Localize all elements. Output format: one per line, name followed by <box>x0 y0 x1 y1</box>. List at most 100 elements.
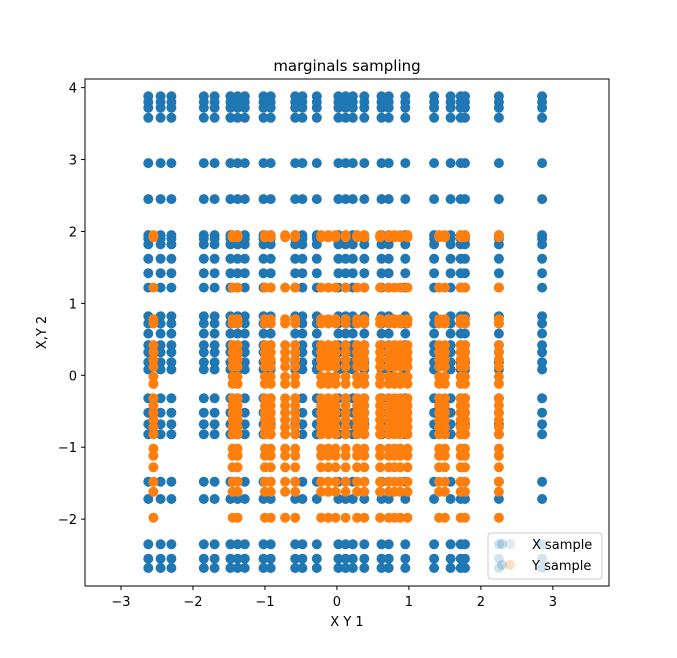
scatter-point-x-sample <box>209 328 220 339</box>
scatter-point-x-sample <box>290 158 301 169</box>
scatter-point-y-sample <box>402 371 413 382</box>
scatter-point-y-sample <box>148 347 159 358</box>
scatter-point-y-sample <box>352 371 363 382</box>
scatter-point-x-sample <box>290 112 301 123</box>
scatter-point-y-sample <box>265 378 276 389</box>
scatter-point-y-sample <box>402 318 413 329</box>
scatter-point-x-sample <box>460 268 470 279</box>
y-tick-label: −1 <box>58 441 77 456</box>
scatter-point-x-sample <box>198 476 209 487</box>
scatter-point-x-sample <box>311 158 322 169</box>
scatter-point-x-sample <box>333 268 344 279</box>
scatter-point-x-sample <box>347 253 358 264</box>
scatter-point-y-sample <box>316 282 327 293</box>
scatter-point-x-sample <box>493 239 504 250</box>
scatter-point-y-sample <box>395 450 406 461</box>
scatter-point-y-sample <box>323 512 334 523</box>
scatter-point-x-sample <box>537 311 548 322</box>
scatter-point-y-sample <box>290 371 301 382</box>
scatter-point-y-sample <box>232 462 243 473</box>
scatter-point-y-sample <box>280 400 291 411</box>
scatter-point-y-sample <box>402 340 413 351</box>
scatter-point-x-sample <box>347 158 358 169</box>
scatter-point-y-sample <box>352 429 363 440</box>
scatter-point-y-sample <box>395 393 406 404</box>
scatter-point-y-sample <box>316 462 327 473</box>
scatter-point-x-sample <box>155 340 166 351</box>
scatter-point-y-sample <box>375 450 386 461</box>
scatter-point-y-sample <box>323 400 334 411</box>
scatter-point-y-sample <box>316 450 327 461</box>
scatter-point-y-sample <box>290 486 301 497</box>
scatter-point-x-sample <box>265 494 276 504</box>
scatter-point-x-sample <box>376 563 387 573</box>
scatter-point-y-sample <box>460 340 470 351</box>
scatter-point-x-sample <box>537 253 548 264</box>
scatter-point-y-sample <box>148 318 159 329</box>
scatter-point-y-sample <box>359 486 370 497</box>
scatter-point-y-sample <box>330 407 341 418</box>
scatter-point-y-sample <box>330 371 341 382</box>
scatter-point-x-sample <box>297 112 308 123</box>
scatter-point-x-sample <box>225 158 236 169</box>
scatter-point-x-sample <box>333 102 344 113</box>
scatter-point-y-sample <box>290 354 301 365</box>
scatter-point-y-sample <box>290 407 301 418</box>
scatter-point-x-sample <box>429 494 440 504</box>
scatter-point-x-sample <box>155 539 166 550</box>
scatter-point-x-sample <box>166 347 177 358</box>
scatter-point-x-sample <box>376 253 387 264</box>
scatter-point-x-sample <box>198 239 209 250</box>
scatter-point-x-sample <box>239 158 250 169</box>
scatter-point-x-sample <box>347 553 358 564</box>
scatter-point-x-sample <box>340 239 351 250</box>
scatter-point-y-sample <box>340 486 351 497</box>
scatter-point-x-sample <box>239 407 250 418</box>
scatter-point-x-sample <box>143 328 154 339</box>
scatter-point-y-sample <box>439 450 450 461</box>
scatter-point-y-sample <box>280 443 291 454</box>
scatter-point-y-sample <box>375 232 386 243</box>
scatter-point-x-sample <box>198 419 209 430</box>
scatter-point-x-sample <box>383 112 394 123</box>
scatter-point-y-sample <box>232 378 243 389</box>
scatter-point-x-sample <box>400 539 411 550</box>
scatter-point-y-sample <box>493 282 504 293</box>
x-tick-label: −3 <box>111 595 130 610</box>
scatter-point-x-sample <box>460 112 470 123</box>
scatter-point-x-sample <box>290 194 301 205</box>
scatter-point-x-sample <box>333 112 344 123</box>
x-tick-label: 2 <box>477 595 485 610</box>
scatter-point-x-sample <box>445 563 456 573</box>
scatter-point-x-sample <box>290 253 301 264</box>
scatter-point-x-sample <box>445 158 456 169</box>
scatter-point-x-sample <box>143 253 154 264</box>
scatter-point-x-sample <box>209 112 220 123</box>
scatter-point-y-sample <box>460 354 470 365</box>
scatter-point-x-sample <box>311 563 322 573</box>
scatter-point-y-sample <box>395 476 406 487</box>
scatter-point-y-sample <box>493 378 504 389</box>
scatter-point-x-sample <box>340 112 351 123</box>
scatter-point-y-sample <box>280 354 291 365</box>
scatter-point-y-sample <box>493 318 504 329</box>
scatter-point-x-sample <box>537 239 548 250</box>
scatter-point-x-sample <box>225 268 236 279</box>
scatter-point-x-sample <box>376 539 387 550</box>
scatter-point-y-sample <box>439 486 450 497</box>
scatter-point-y-sample <box>265 450 276 461</box>
scatter-point-y-sample <box>265 414 276 425</box>
scatter-point-x-sample <box>198 282 209 293</box>
scatter-point-y-sample <box>265 429 276 440</box>
scatter-point-x-sample <box>209 194 220 205</box>
scatter-point-x-sample <box>460 328 470 339</box>
scatter-point-y-sample <box>395 512 406 523</box>
scatter-point-x-sample <box>340 194 351 205</box>
scatter-point-y-sample <box>265 282 276 293</box>
scatter-point-y-sample <box>439 476 450 487</box>
scatter-point-x-sample <box>258 328 269 339</box>
scatter-point-y-sample <box>280 422 291 433</box>
scatter-point-x-sample <box>537 476 548 487</box>
scatter-point-x-sample <box>166 393 177 404</box>
scatter-point-x-sample <box>239 282 250 293</box>
